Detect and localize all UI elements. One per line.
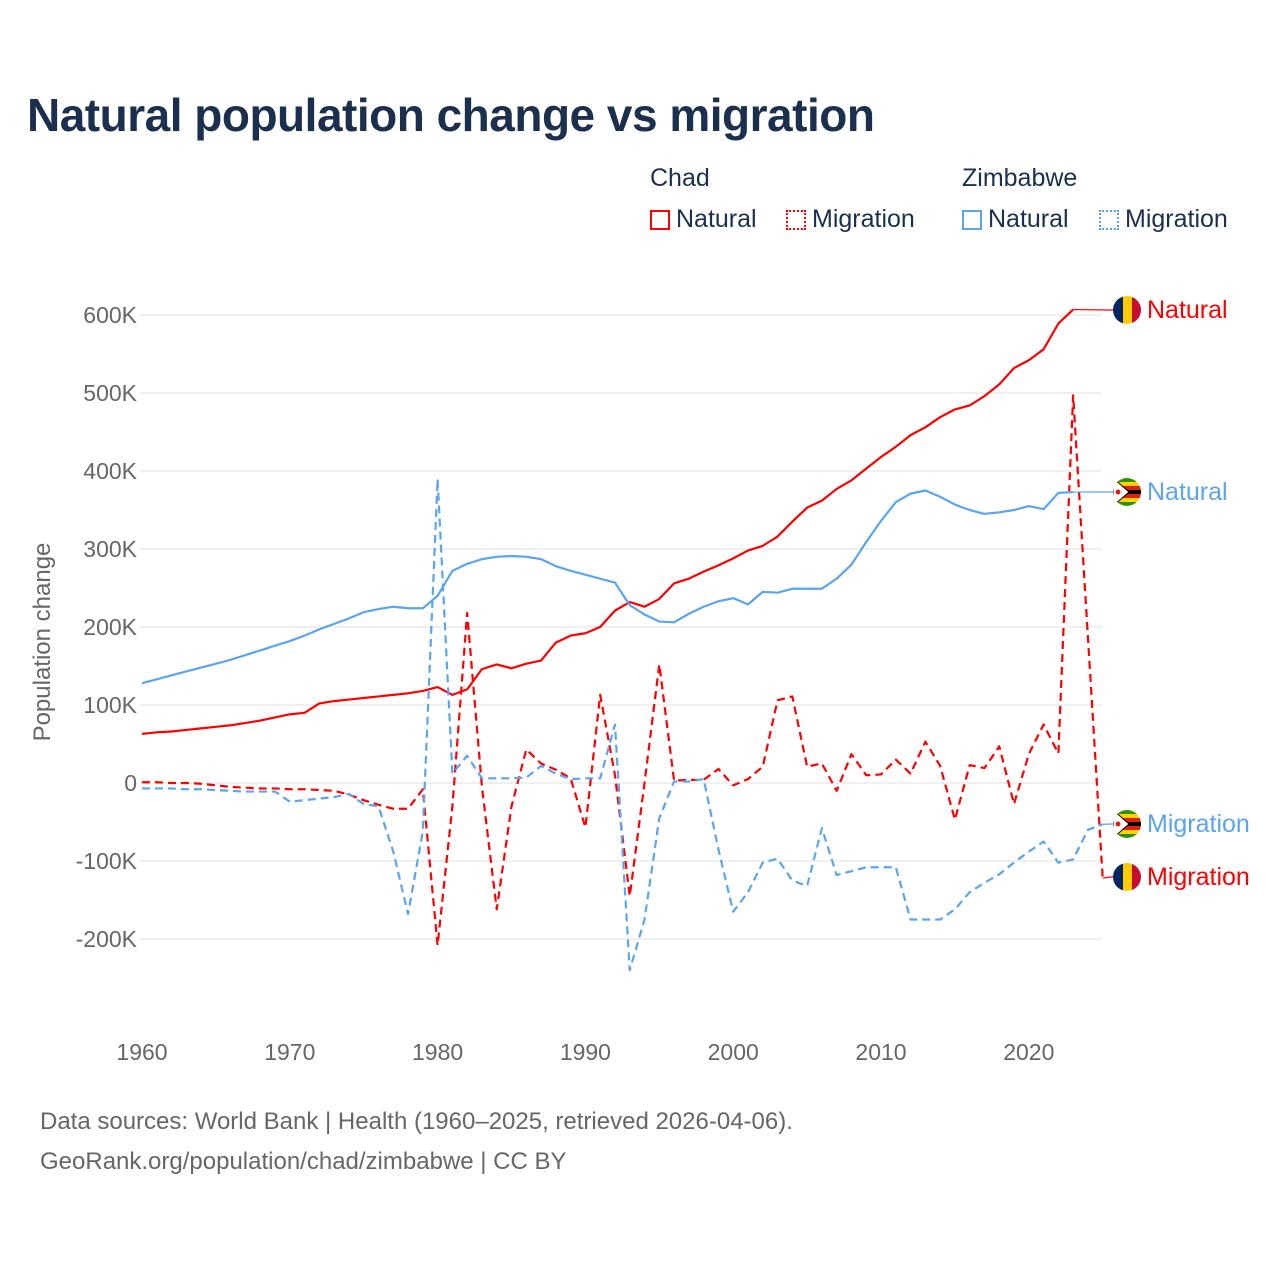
flag-stripe — [1113, 818, 1141, 822]
y-tick-label: 600K — [83, 302, 137, 328]
legend-zimbabwe-migration[interactable]: Migration — [1099, 205, 1228, 234]
x-tick-label: 1970 — [264, 1039, 315, 1065]
flag-stripe — [1113, 296, 1123, 324]
chad-flag-icon — [1113, 863, 1141, 891]
legend-label: Natural — [988, 205, 1069, 233]
x-tick-label: 1980 — [412, 1039, 463, 1065]
flag-star — [1115, 489, 1121, 495]
zimbabwe-flag-icon — [1113, 810, 1141, 838]
flag-stripe — [1113, 482, 1141, 486]
y-tick-label: 300K — [83, 536, 137, 562]
legend-group-zimbabwe: Zimbabwe — [962, 164, 1078, 192]
chart-title: Natural population change vs migration — [27, 89, 875, 141]
flag-star — [1115, 821, 1121, 827]
series-end-label: Natural — [1147, 478, 1228, 506]
flag-stripe — [1113, 810, 1141, 814]
legend-chad-migration[interactable]: Migration — [786, 205, 915, 234]
dotted-swatch-icon — [786, 209, 806, 230]
footer-link[interactable]: GeoRank.org/population/chad/zimbabwe | C… — [40, 1148, 567, 1175]
flag-stripe — [1113, 486, 1141, 490]
flag-stripe — [1113, 478, 1141, 482]
legend-chad-natural[interactable]: Natural — [650, 205, 757, 234]
flag-stripe — [1113, 494, 1141, 498]
y-axis-label: Population change — [29, 543, 56, 742]
flag-triangle — [1113, 478, 1130, 506]
flag-stripe — [1113, 502, 1141, 506]
y-tick-label: 200K — [83, 614, 137, 640]
y-tick-label: -200K — [76, 926, 138, 952]
legend-zimbabwe-natural[interactable]: Natural — [962, 205, 1069, 234]
flag-stripe — [1113, 830, 1141, 834]
flag-clip — [1113, 863, 1141, 891]
series-line-chad-natural — [141, 308, 1074, 735]
x-tick-label: 2000 — [708, 1039, 759, 1065]
series-line-zimbabwe-migration — [142, 477, 1104, 972]
flag-stripe — [1113, 814, 1141, 818]
solid-swatch-icon — [962, 209, 982, 230]
legend-label: Migration — [812, 205, 915, 233]
leader-line — [1102, 876, 1113, 879]
flag-stripe — [1113, 826, 1141, 830]
flag-stripe — [1123, 863, 1132, 891]
chad-flag-icon — [1113, 296, 1141, 324]
footer-sources: Data sources: World Bank | Health (1960–… — [40, 1108, 793, 1135]
y-tick-label: 400K — [83, 458, 137, 484]
flag-stripe — [1113, 863, 1123, 891]
x-tick-label: 2020 — [1003, 1039, 1054, 1065]
flag-stripe — [1123, 296, 1132, 324]
flag-stripe — [1132, 296, 1141, 324]
zimbabwe-flag-icon — [1113, 478, 1141, 506]
flag-triangle — [1113, 810, 1130, 838]
x-tick-label: 1990 — [560, 1039, 611, 1065]
series-line-zimbabwe-natural — [141, 489, 1074, 685]
y-tick-label: -100K — [76, 848, 138, 874]
flag-stripe — [1113, 834, 1141, 838]
legend-label: Migration — [1125, 205, 1228, 233]
y-tick-label: 500K — [83, 380, 137, 406]
legend-label: Natural — [676, 205, 757, 233]
x-tick-label: 2010 — [855, 1039, 906, 1065]
flag-clip — [1113, 810, 1141, 838]
flag-clip — [1113, 478, 1141, 506]
solid-swatch-icon — [650, 209, 670, 230]
y-tick-label: 100K — [83, 692, 137, 718]
flag-stripe — [1113, 498, 1141, 502]
series-end-label: Migration — [1147, 863, 1250, 891]
series-end-label: Migration — [1147, 810, 1250, 838]
legend-group-chad: Chad — [650, 164, 710, 192]
x-tick-label: 1960 — [116, 1039, 167, 1065]
flag-clip — [1113, 296, 1141, 324]
y-tick-label: 0 — [124, 770, 137, 796]
series-end-label: Natural — [1147, 296, 1228, 324]
dotted-swatch-icon — [1099, 209, 1119, 230]
flag-stripe — [1132, 863, 1141, 891]
